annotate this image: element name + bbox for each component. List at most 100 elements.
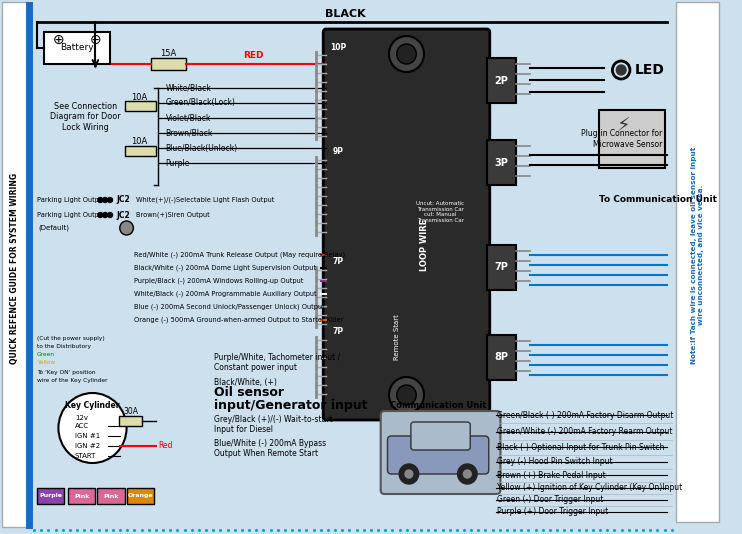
Text: Output When Remote Start: Output When Remote Start xyxy=(214,450,318,459)
FancyBboxPatch shape xyxy=(487,140,516,185)
Text: Communication Unit: Communication Unit xyxy=(390,400,486,410)
Text: QUICK REFENCE GUIDE FOR SYSTEM WIRING: QUICK REFENCE GUIDE FOR SYSTEM WIRING xyxy=(10,172,19,364)
Text: Pink: Pink xyxy=(103,493,119,499)
Text: Key Cylinder: Key Cylinder xyxy=(65,402,119,411)
Text: 10P: 10P xyxy=(329,43,346,51)
Text: Remote Start: Remote Start xyxy=(394,314,400,360)
Circle shape xyxy=(98,198,102,202)
Text: (Default): (Default) xyxy=(38,225,69,231)
Text: 30A: 30A xyxy=(123,406,138,415)
Text: JC2: JC2 xyxy=(116,195,131,205)
Text: ⊖: ⊖ xyxy=(90,33,101,47)
Text: Grey/Black (+)/(-) Wait-to-start: Grey/Black (+)/(-) Wait-to-start xyxy=(214,415,333,425)
Text: Black/White (-) 200mA Dome Light Supervision Output: Black/White (-) 200mA Dome Light Supervi… xyxy=(134,265,316,271)
FancyBboxPatch shape xyxy=(127,488,154,504)
Text: BLACK: BLACK xyxy=(325,9,366,19)
Text: Green/Black (-) 200mA Factory Disarm Output: Green/Black (-) 200mA Factory Disarm Out… xyxy=(496,411,673,420)
Text: Green/White (-) 200mA Factory Rearm Output: Green/White (-) 200mA Factory Rearm Outp… xyxy=(496,428,672,436)
Circle shape xyxy=(464,470,471,478)
Text: Yellow (+) Ignition of Key Cylinder (Key On)Input: Yellow (+) Ignition of Key Cylinder (Key… xyxy=(496,483,682,492)
Text: 3P: 3P xyxy=(494,158,508,168)
Text: 10A: 10A xyxy=(131,92,148,101)
Text: ACC: ACC xyxy=(75,423,89,429)
Text: White(+)/(-)Selectable Light Flash Output: White(+)/(-)Selectable Light Flash Outpu… xyxy=(137,197,275,203)
Text: See Connection
Diagram for Door
Lock Wiring: See Connection Diagram for Door Lock Wir… xyxy=(50,102,121,132)
Text: Input for Diesel: Input for Diesel xyxy=(214,426,273,435)
Text: 8P: 8P xyxy=(494,352,508,363)
Text: Purple (+) Door Trigger Input: Purple (+) Door Trigger Input xyxy=(496,507,608,516)
Text: Orange: Orange xyxy=(128,493,153,499)
FancyBboxPatch shape xyxy=(411,422,470,450)
Text: wire of the Key Cylinder: wire of the Key Cylinder xyxy=(37,378,108,383)
FancyBboxPatch shape xyxy=(2,2,29,527)
Text: RED: RED xyxy=(243,51,263,60)
Circle shape xyxy=(102,198,108,202)
Text: Constant power input: Constant power input xyxy=(214,364,298,373)
Text: Purple: Purple xyxy=(165,159,190,168)
Circle shape xyxy=(98,213,102,217)
Circle shape xyxy=(108,198,113,202)
Text: Note:If Tach wire is connected, leave oil sensor input
wire unconnected, and vic: Note:If Tach wire is connected, leave oi… xyxy=(691,146,703,364)
FancyBboxPatch shape xyxy=(119,416,142,426)
FancyBboxPatch shape xyxy=(387,436,489,474)
Text: Green (-) Door Trigger Input: Green (-) Door Trigger Input xyxy=(496,496,603,505)
FancyBboxPatch shape xyxy=(487,58,516,103)
Text: Yellow: Yellow xyxy=(37,360,55,365)
Text: Blue/White (-) 200mA Bypass: Blue/White (-) 200mA Bypass xyxy=(214,439,326,449)
Text: IGN #2: IGN #2 xyxy=(75,443,100,449)
Text: To 'Key ON' position: To 'Key ON' position xyxy=(37,370,96,375)
Text: Purple: Purple xyxy=(39,493,62,499)
Circle shape xyxy=(397,44,416,64)
Circle shape xyxy=(617,65,626,75)
Text: Purple/White, Tachometer input /: Purple/White, Tachometer input / xyxy=(214,354,341,363)
Circle shape xyxy=(102,213,108,217)
Text: Green: Green xyxy=(37,352,55,357)
Text: LOOP WIRE: LOOP WIRE xyxy=(419,218,429,271)
Text: 2P: 2P xyxy=(494,75,508,85)
FancyBboxPatch shape xyxy=(676,2,718,522)
FancyBboxPatch shape xyxy=(125,146,156,156)
Text: To Communication Unit: To Communication Unit xyxy=(599,195,717,205)
Text: LED: LED xyxy=(635,63,665,77)
Text: START: START xyxy=(75,453,96,459)
Text: Red: Red xyxy=(159,442,173,451)
Text: Green/Black(Lock): Green/Black(Lock) xyxy=(165,98,235,107)
Text: Brown(+)Siren Output: Brown(+)Siren Output xyxy=(137,212,210,218)
FancyBboxPatch shape xyxy=(97,488,125,504)
Circle shape xyxy=(59,393,127,463)
Text: Blue/Black(Unlock): Blue/Black(Unlock) xyxy=(165,144,237,153)
Text: Pink: Pink xyxy=(74,493,90,499)
Text: Plug-in Connector for
Microwave Sensor: Plug-in Connector for Microwave Sensor xyxy=(581,129,662,148)
Text: input/Generator input: input/Generator input xyxy=(214,399,368,412)
Text: Purple/Black (-) 200mA Windows Rolling-up Output: Purple/Black (-) 200mA Windows Rolling-u… xyxy=(134,278,303,284)
Text: ⚡: ⚡ xyxy=(617,116,630,135)
FancyBboxPatch shape xyxy=(381,411,500,494)
Text: to the Distributory: to the Distributory xyxy=(37,344,91,349)
Text: Brown/Black: Brown/Black xyxy=(165,129,213,137)
Text: Grey (-) Hood Pin Switch Input: Grey (-) Hood Pin Switch Input xyxy=(496,458,612,467)
Text: 7P: 7P xyxy=(332,327,344,336)
Text: 7P: 7P xyxy=(332,257,344,266)
Text: (Cut the power supply): (Cut the power supply) xyxy=(37,336,105,341)
Text: Black/White, (+): Black/White, (+) xyxy=(214,378,277,387)
FancyBboxPatch shape xyxy=(68,488,96,504)
Text: Brown (+) Brake Pedal Input: Brown (+) Brake Pedal Input xyxy=(496,470,605,480)
Circle shape xyxy=(108,213,113,217)
FancyBboxPatch shape xyxy=(151,58,186,70)
Text: ⊕: ⊕ xyxy=(53,33,65,47)
Text: JC2: JC2 xyxy=(116,210,131,219)
Text: White/Black: White/Black xyxy=(165,83,211,92)
Circle shape xyxy=(458,464,477,484)
Text: Violet/Black: Violet/Black xyxy=(165,114,211,122)
FancyBboxPatch shape xyxy=(37,488,65,504)
FancyBboxPatch shape xyxy=(487,245,516,290)
Circle shape xyxy=(389,36,424,72)
Text: Parking Light Output:: Parking Light Output: xyxy=(37,197,108,203)
Circle shape xyxy=(119,221,134,235)
Text: Orange (-) 500mA Ground-when-armed Output to Starter Killer: Orange (-) 500mA Ground-when-armed Outpu… xyxy=(134,317,344,323)
Circle shape xyxy=(389,377,424,413)
Text: Uncut: Automatic
Transmission Car
cut: Manual
Transmission Car: Uncut: Automatic Transmission Car cut: M… xyxy=(416,201,464,223)
Text: Battery: Battery xyxy=(60,43,93,52)
Text: Oil sensor: Oil sensor xyxy=(214,387,284,399)
Text: 12v: 12v xyxy=(75,415,88,421)
